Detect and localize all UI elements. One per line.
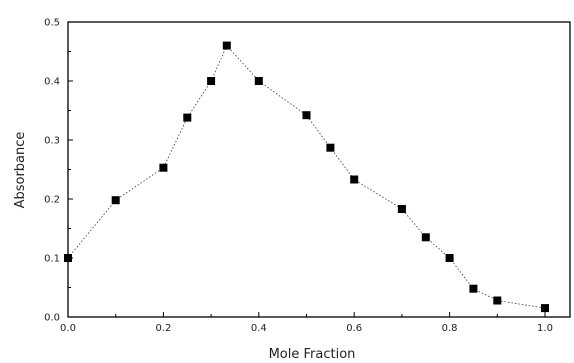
data-point [326, 143, 335, 152]
data-point [541, 304, 549, 313]
y-tick-label: 0.3 [44, 136, 60, 147]
data-point [493, 296, 502, 305]
y-tick-label: 0.2 [44, 195, 60, 206]
y-tick-label: 0.1 [44, 254, 60, 265]
data-point [397, 205, 406, 213]
x-tick-label: 0.2 [155, 323, 171, 334]
y-axis-title: Absorbance [13, 132, 28, 209]
x-tick-label: 0.8 [442, 323, 458, 334]
data-point [254, 77, 263, 85]
y-tick-label: 0.0 [44, 313, 60, 324]
x-tick-label: 0.6 [346, 323, 362, 334]
y-ticks: 0.0 0.1 0.2 0.3 0.4 0.5 [44, 18, 73, 324]
data-point [302, 111, 311, 120]
data-points [64, 41, 549, 313]
x-tick-label: 0.4 [251, 323, 267, 334]
data-point [222, 41, 231, 50]
x-tick-label: 1.0 [537, 323, 553, 334]
y-tick-label: 0.5 [44, 18, 60, 29]
plot-frame [67, 21, 571, 318]
x-axis-title: Mole Fraction [269, 347, 356, 362]
x-tick-label: 0.0 [60, 323, 76, 334]
data-point [183, 113, 192, 122]
data-point [111, 196, 120, 205]
series-line [67, 44, 546, 309]
data-point [445, 254, 454, 262]
y-tick-label: 0.4 [44, 77, 60, 88]
data-point [469, 284, 478, 293]
x-ticks: 0.0 0.2 0.4 0.6 0.8 1.0 [60, 312, 553, 334]
data-point [207, 77, 216, 85]
data-point [159, 163, 168, 172]
data-point [64, 254, 72, 262]
data-point [350, 175, 359, 184]
data-point [421, 233, 430, 242]
